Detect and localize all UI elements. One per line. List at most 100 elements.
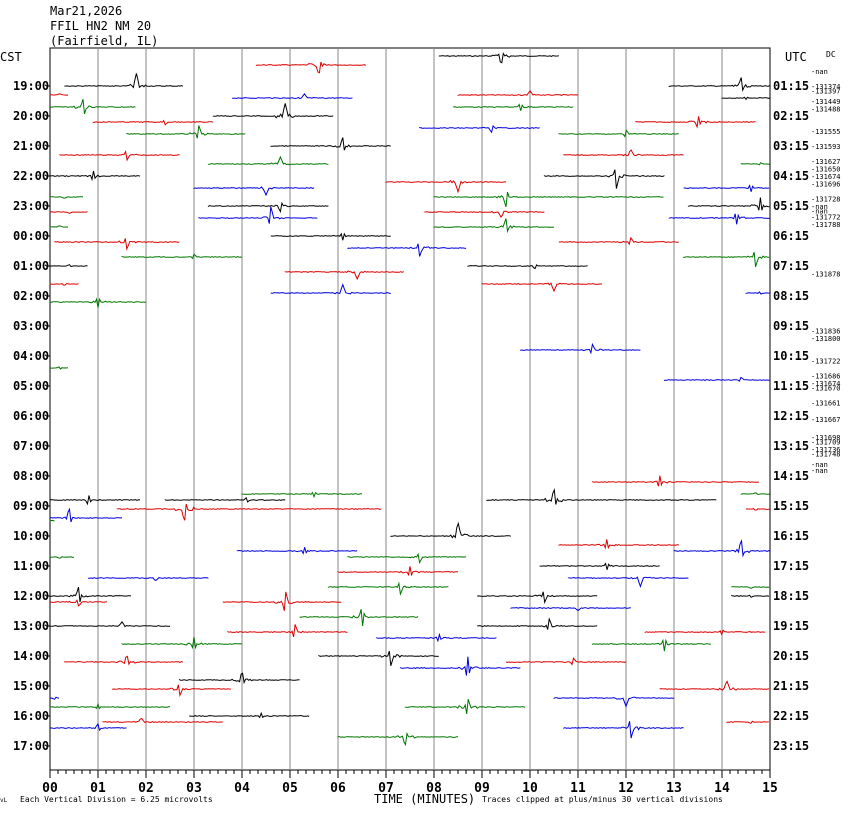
dc-offset-value: -nan [811, 208, 828, 216]
left-hour-label: 13:00 [13, 619, 49, 633]
trace-red [111, 684, 231, 698]
clip-note: Traces clipped at plus/minus 30 vertical… [482, 795, 723, 804]
trace-red [59, 150, 180, 162]
trace-black [539, 562, 660, 570]
right-hour-label: 15:15 [773, 499, 809, 513]
left-hour-label: 15:00 [13, 679, 49, 693]
trace-blue [668, 213, 770, 225]
right-hour-label: 05:15 [773, 199, 809, 213]
right-hour-label: 06:15 [773, 229, 809, 243]
right-hour-label: 10:15 [773, 349, 809, 363]
right-hour-label: 13:15 [773, 439, 809, 453]
x-tick-label: 00 [42, 781, 58, 796]
left-hour-label: 08:00 [13, 469, 49, 483]
trace-red [222, 591, 342, 611]
trace-green [404, 699, 526, 714]
trace-red [116, 503, 382, 521]
dc-offset-value: -131686 [811, 373, 841, 381]
trace-red [558, 236, 679, 246]
trace-blue [663, 376, 770, 382]
trace-green [683, 251, 770, 267]
right-hour-label: 04:15 [773, 169, 809, 183]
trace-red [49, 283, 79, 286]
right-hour-label: 14:15 [773, 469, 809, 483]
trace-black [49, 495, 141, 506]
trace-green [731, 586, 770, 589]
dc-offset-value: -131374 [811, 83, 841, 91]
left-hour-label: 04:00 [13, 349, 49, 363]
trace-green [49, 225, 69, 228]
trace-red [63, 655, 184, 666]
left-hour-label: 07:00 [13, 439, 49, 453]
right-hour-label: 02:15 [773, 109, 809, 123]
trace-red [644, 629, 766, 636]
dc-offset-value: -131593 [811, 143, 841, 151]
trace-green [207, 155, 329, 166]
left-hour-label: 23:00 [13, 199, 49, 213]
left-hour-label: 14:00 [13, 649, 49, 663]
left-hour-label: 17:00 [13, 739, 49, 753]
trace-red [92, 119, 214, 126]
right-hour-label: 23:15 [773, 739, 809, 753]
left-hour-label: 21:00 [13, 139, 49, 153]
trace-red [591, 475, 759, 487]
dc-offset-value: -nan [811, 461, 828, 469]
plot-date: Mar21,2026 [50, 4, 123, 18]
trace-green [337, 731, 459, 747]
dc-offset-value: -131788 [811, 221, 841, 229]
dc-offset-value: -131728 [811, 196, 841, 204]
trace-green [49, 556, 75, 559]
right-hour-label: 08:15 [773, 289, 809, 303]
trace-black [207, 201, 329, 214]
x-tick-label: 11 [570, 781, 586, 796]
trace-blue [745, 291, 771, 295]
trace-black [318, 650, 439, 666]
left-hour-label: 01:00 [13, 259, 49, 273]
trace-green [433, 191, 664, 207]
trace-green [327, 581, 449, 596]
left-hour-label: 12:00 [13, 589, 49, 603]
x-tick-label: 06 [330, 781, 346, 796]
dc-offset-value: -131709 [811, 439, 841, 447]
dc-offset-value: -131555 [811, 128, 841, 136]
dc-offset-value: -131836 [811, 328, 841, 336]
dc-offset-value: -131698 [811, 434, 841, 442]
trace-red [659, 680, 770, 691]
left-hour-label: 02:00 [13, 289, 49, 303]
trace-green [49, 519, 55, 522]
trace-black [477, 591, 598, 605]
dc-offset-value: -131627 [811, 158, 841, 166]
right-hour-label: 01:15 [773, 79, 809, 93]
dc-offset-value: -nan [811, 467, 828, 475]
trace-blue [553, 696, 674, 708]
dc-offset-value: -nan [811, 203, 828, 211]
dc-offset-value: -131670 [811, 385, 841, 393]
trace-red [49, 93, 69, 96]
trace-green [121, 636, 243, 650]
left-hour-label: 19:00 [13, 79, 49, 93]
trace-black [64, 73, 184, 89]
trace-blue [567, 576, 689, 588]
x-tick-label: 12 [618, 781, 634, 796]
trace-red [385, 179, 506, 194]
trace-green [49, 702, 171, 710]
trace-red [424, 210, 545, 218]
dc-offset-header: DC [826, 50, 836, 59]
trace-blue [198, 206, 318, 224]
trace-red [481, 282, 603, 293]
trace-black [164, 496, 286, 503]
station-location: (Fairfield, IL) [50, 34, 159, 48]
trace-blue [563, 721, 684, 739]
trace-red [635, 116, 756, 129]
left-hour-label: 09:00 [13, 499, 49, 513]
trace-black [49, 170, 141, 182]
trace-red [746, 508, 771, 511]
dc-offset-value: -131650 [811, 166, 841, 174]
trace-blue [419, 124, 540, 134]
trace-blue [49, 722, 127, 732]
x-tick-label: 07 [378, 781, 394, 796]
right-hour-label: 21:15 [773, 679, 809, 693]
dc-offset-value: -131674 [811, 380, 841, 388]
trace-green [347, 552, 467, 565]
